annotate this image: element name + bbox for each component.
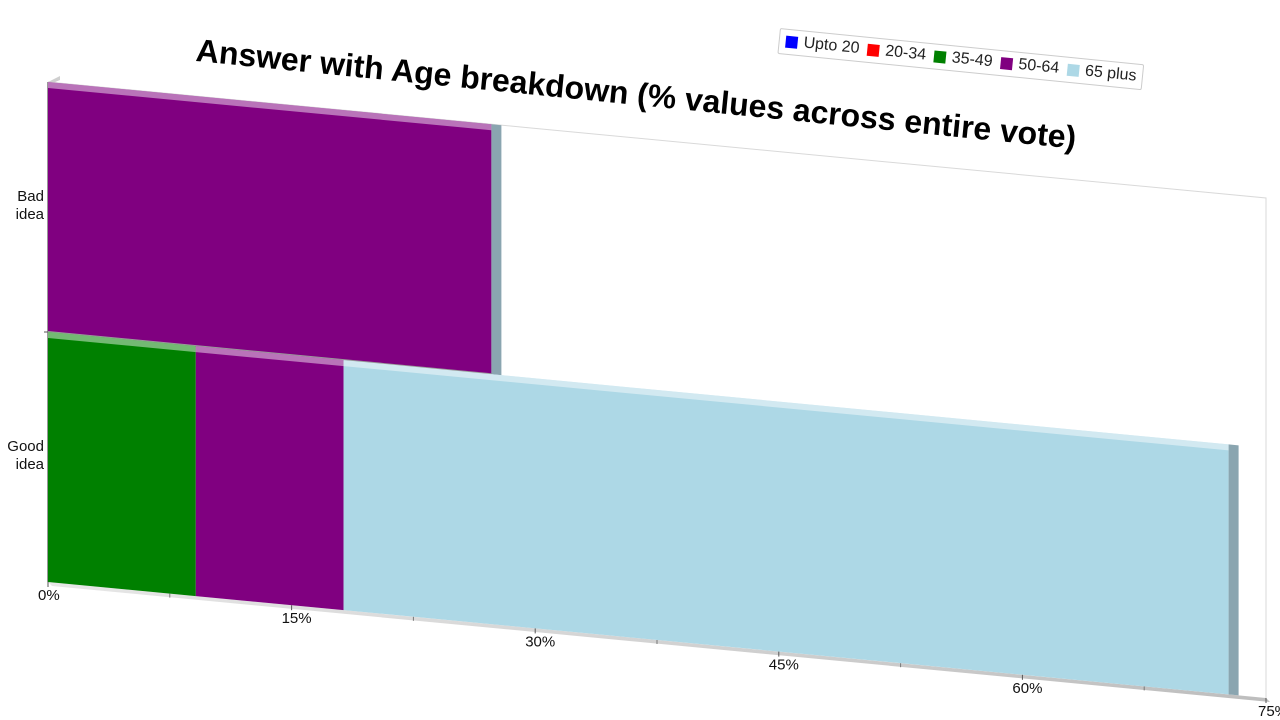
legend-label: 50-64 <box>1017 55 1061 77</box>
legend-swatch <box>785 35 799 49</box>
category-label-line: idea <box>16 456 45 473</box>
bar-highlight <box>195 346 344 367</box>
category-label-good-idea: Good idea <box>7 438 44 473</box>
bar-side-bad-idea <box>491 124 502 376</box>
x-tick-label: 45% <box>769 657 799 674</box>
legend-item-20-34: 20-34 <box>866 41 927 65</box>
legend-label: 20-34 <box>884 42 927 64</box>
legend-swatch <box>1066 63 1080 77</box>
bar-good-idea-35-49 <box>48 332 196 597</box>
legend-swatch <box>933 50 947 64</box>
bar-side-good-idea <box>1228 444 1239 696</box>
x-tick-label: 60% <box>1012 680 1042 697</box>
x-tick-label: 0% <box>38 587 60 604</box>
legend-label: 35-49 <box>951 49 994 71</box>
category-label-line: idea <box>16 206 45 223</box>
legend-item-50-64: 50-64 <box>999 54 1061 78</box>
plot-floor <box>48 582 1270 702</box>
category-label-line: Good <box>7 438 44 455</box>
legend-item-35-49: 35-49 <box>933 47 993 71</box>
legend-label: Upto 20 <box>802 34 861 57</box>
bar-bad-idea-50-64 <box>48 82 492 375</box>
bar-highlight <box>48 82 492 131</box>
bars-layer <box>47 82 1239 696</box>
bar-highlight <box>48 332 196 353</box>
legend-item-65-plus: 65 plus <box>1066 61 1137 86</box>
legend-label: 65 plus <box>1084 62 1138 85</box>
bar-good-idea-50-64 <box>195 346 344 611</box>
legend-swatch <box>999 57 1014 71</box>
x-tick-label: 30% <box>525 633 555 650</box>
legend-swatch <box>866 43 880 57</box>
bar-highlight <box>343 360 1229 451</box>
x-tick-label: 15% <box>282 610 312 627</box>
category-label-bad-idea: Bad idea <box>16 188 45 223</box>
category-label-line: Bad <box>17 188 44 205</box>
bar-good-idea-65-plus <box>343 360 1229 695</box>
x-tick-label: 75% <box>1258 703 1280 720</box>
x-axis: 0% 15% 30% 45% 60% 75% <box>38 582 1280 720</box>
legend-item-upto-20: Upto 20 <box>785 33 860 58</box>
